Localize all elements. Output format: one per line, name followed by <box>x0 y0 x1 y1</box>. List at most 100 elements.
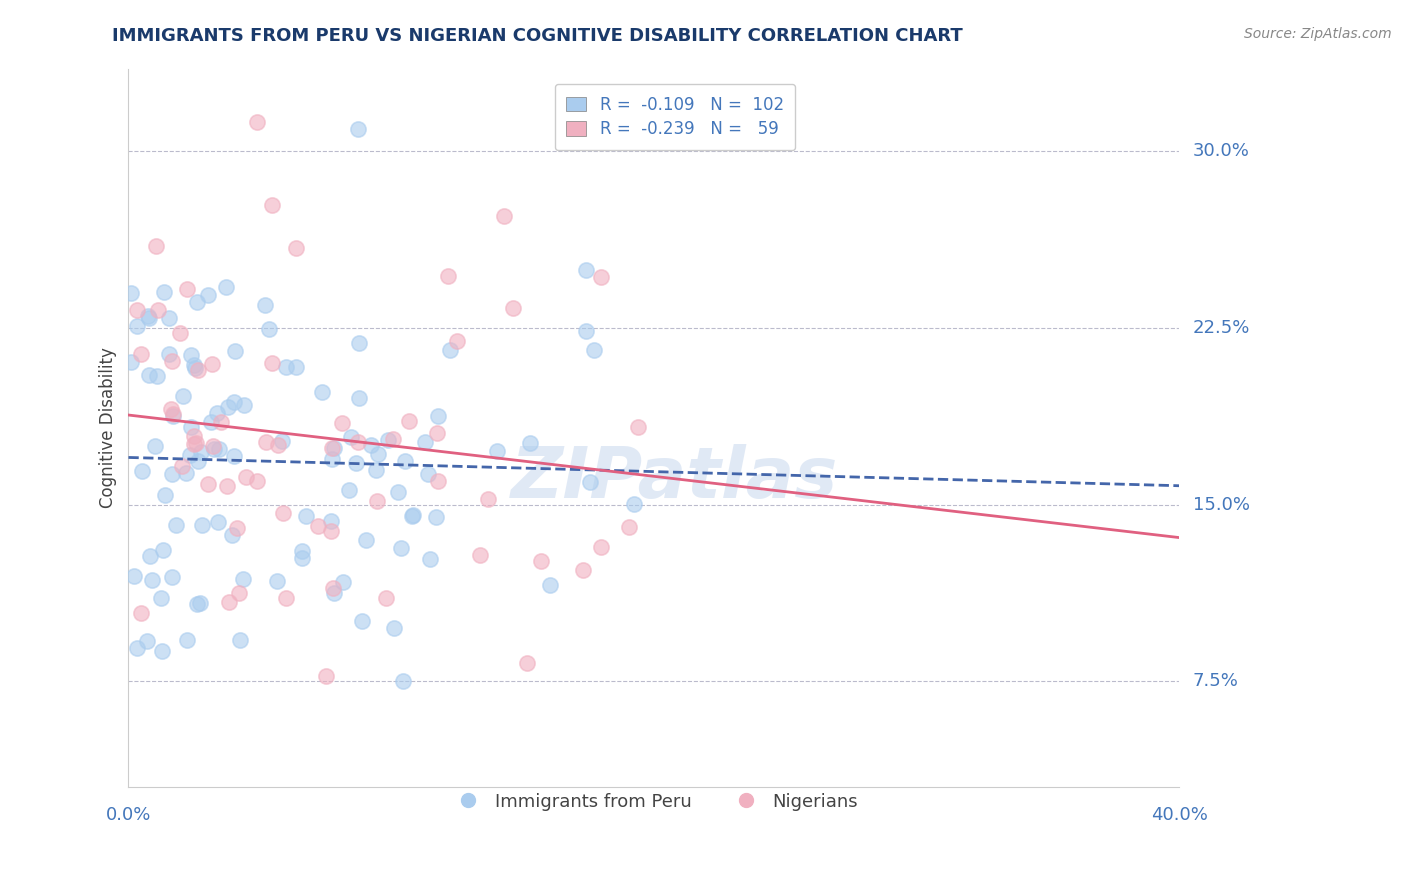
Point <box>246 474 269 488</box>
Point <box>125 318 148 333</box>
Point <box>502 301 524 316</box>
Point <box>159 402 181 417</box>
Point <box>231 572 253 586</box>
Point <box>207 515 229 529</box>
Point <box>152 542 174 557</box>
Point <box>530 554 553 568</box>
Point <box>202 442 225 456</box>
Point <box>486 444 509 458</box>
Point <box>425 510 447 524</box>
Point <box>131 464 153 478</box>
Point <box>470 548 492 562</box>
Point <box>148 303 170 318</box>
Text: IMMIGRANTS FROM PERU VS NIGERIAN COGNITIVE DISABILITY CORRELATION CHART: IMMIGRANTS FROM PERU VS NIGERIAN COGNITI… <box>112 27 963 45</box>
Point <box>183 436 205 450</box>
Point <box>418 467 440 481</box>
Point <box>392 674 415 689</box>
Point <box>575 263 598 277</box>
Point <box>360 438 382 452</box>
Point <box>152 285 174 300</box>
Point <box>290 550 312 565</box>
Point <box>437 268 460 283</box>
Point <box>377 434 399 448</box>
Point <box>382 621 405 635</box>
Text: 40.0%: 40.0% <box>1152 806 1208 824</box>
Point <box>209 415 232 429</box>
Point <box>162 407 184 421</box>
Point <box>582 343 605 358</box>
Point <box>274 591 297 606</box>
Point <box>200 415 222 429</box>
Point <box>186 436 208 450</box>
Point <box>427 409 450 423</box>
Point <box>129 607 152 621</box>
Point <box>271 506 294 520</box>
Point <box>426 425 449 440</box>
Point <box>347 122 370 136</box>
Point <box>627 420 650 434</box>
Point <box>519 435 541 450</box>
Point <box>228 586 250 600</box>
Point <box>160 354 183 368</box>
Point <box>143 438 166 452</box>
Point <box>254 298 277 312</box>
Point <box>180 420 202 434</box>
Point <box>165 518 187 533</box>
Text: ZIPatlas: ZIPatlas <box>512 444 838 513</box>
Point <box>129 347 152 361</box>
Point <box>307 519 329 533</box>
Point <box>157 347 180 361</box>
Point <box>162 409 184 423</box>
Point <box>197 477 219 491</box>
Text: 0.0%: 0.0% <box>105 806 152 824</box>
Point <box>366 494 388 508</box>
Point <box>419 552 441 566</box>
Point <box>340 430 363 444</box>
Point <box>120 286 142 301</box>
Point <box>127 641 149 656</box>
Point <box>375 591 398 605</box>
Point <box>218 595 240 609</box>
Point <box>389 541 412 556</box>
Point <box>322 586 344 600</box>
Point <box>208 442 231 456</box>
Point <box>575 324 598 338</box>
Point <box>232 398 254 412</box>
Point <box>267 437 290 451</box>
Point <box>321 451 343 466</box>
Point <box>221 528 243 542</box>
Y-axis label: Cognitive Disability: Cognitive Disability <box>100 348 117 508</box>
Point <box>446 334 468 348</box>
Point <box>125 302 148 317</box>
Point <box>321 514 343 528</box>
Point <box>401 508 423 522</box>
Point <box>578 475 600 490</box>
Point <box>271 434 294 449</box>
Point <box>179 448 201 462</box>
Point <box>235 469 257 483</box>
Point <box>120 355 142 369</box>
Point <box>215 479 238 493</box>
Point <box>257 322 280 336</box>
Point <box>382 432 405 446</box>
Point <box>354 533 377 548</box>
Point <box>217 400 239 414</box>
Point <box>155 488 177 502</box>
Point <box>180 348 202 362</box>
Point <box>387 484 409 499</box>
Point <box>291 544 314 558</box>
Point <box>332 574 354 589</box>
Text: 15.0%: 15.0% <box>1192 496 1250 514</box>
Point <box>222 395 245 409</box>
Point <box>319 524 342 539</box>
Point <box>344 457 367 471</box>
Point <box>477 492 499 507</box>
Point <box>160 467 183 482</box>
Point <box>623 496 645 510</box>
Point <box>260 356 283 370</box>
Point <box>174 467 197 481</box>
Point <box>276 359 298 374</box>
Point <box>122 568 145 582</box>
Point <box>311 384 333 399</box>
Point <box>183 429 205 443</box>
